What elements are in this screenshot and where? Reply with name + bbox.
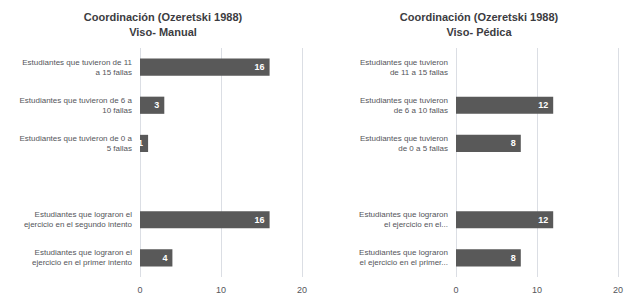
svg-text:de 11 a 15 fallas: de 11 a 15 fallas [390,68,448,77]
svg-text:ejercicio en el segundo intent: ejercicio en el segundo intento [24,220,133,229]
svg-text:Estudiantes que tuvieron de 11: Estudiantes que tuvieron de 11 [22,58,132,67]
svg-text:Estudiantes que lograron el: Estudiantes que lograron el [35,248,133,257]
svg-text:12: 12 [538,215,548,225]
svg-text:Viso- Pédica: Viso- Pédica [446,26,512,38]
svg-text:8: 8 [511,253,516,263]
svg-text:el ejercicio en el primer...: el ejercicio en el primer... [360,258,448,267]
svg-text:1: 1 [138,138,143,148]
svg-text:10: 10 [532,285,542,295]
svg-text:0: 0 [453,285,458,295]
svg-text:Estudiantes que tuvieron: Estudiantes que tuvieron [360,134,448,143]
svg-text:Estudiantes que tuvieron de 6: Estudiantes que tuvieron de 6 a [19,96,132,105]
svg-text:10 fallas: 10 fallas [102,106,132,115]
svg-text:el ejercicio en el...: el ejercicio en el... [384,220,448,229]
svg-text:3: 3 [154,100,159,110]
svg-text:16: 16 [255,62,265,72]
svg-text:5 fallas: 5 fallas [107,144,132,153]
svg-text:Viso- Manual: Viso- Manual [129,26,197,38]
svg-text:Estudiantes que tuvieron de 0: Estudiantes que tuvieron de 0 a [19,134,132,143]
svg-text:0: 0 [137,285,142,295]
svg-text:Estudiantes que tuvieron: Estudiantes que tuvieron [360,96,448,105]
svg-text:Coordinación (Ozeretski 1988): Coordinación (Ozeretski 1988) [84,11,243,23]
svg-text:Coordinación (Ozeretski 1988): Coordinación (Ozeretski 1988) [400,11,559,23]
svg-text:4: 4 [162,253,167,263]
svg-text:20: 20 [297,285,307,295]
svg-text:Estudiantes que lograron el: Estudiantes que lograron el [35,210,133,219]
svg-text:10: 10 [216,285,226,295]
svg-text:de 6 a 10 fallas: de 6 a 10 fallas [394,106,448,115]
svg-text:ejercicio en el primer intento: ejercicio en el primer intento [32,258,133,267]
svg-text:Estudiantes que tuvieron: Estudiantes que tuvieron [360,58,448,67]
svg-text:Estudiantes que lograron: Estudiantes que lograron [359,210,448,219]
svg-text:20: 20 [613,285,623,295]
svg-text:Estudiantes que lograron: Estudiantes que lograron [359,248,448,257]
svg-text:de 0 a 5 fallas: de 0 a 5 fallas [398,144,448,153]
svg-text:a 15 fallas: a 15 fallas [96,68,132,77]
svg-text:12: 12 [538,100,548,110]
svg-text:8: 8 [511,138,516,148]
svg-text:16: 16 [255,215,265,225]
